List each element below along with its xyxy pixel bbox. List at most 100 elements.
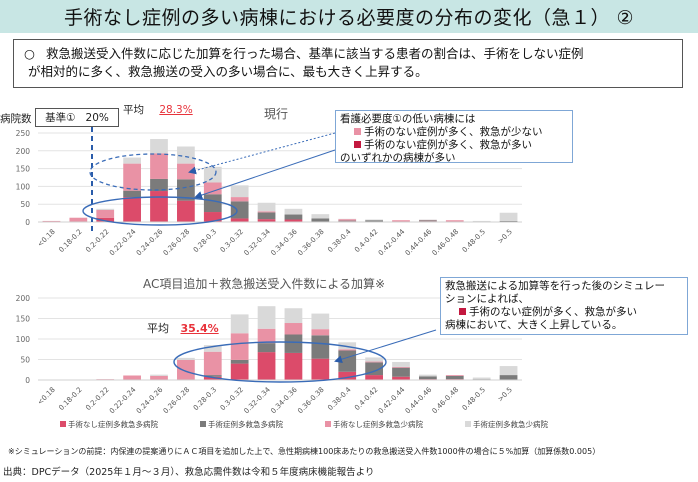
x-tick-label: >0.5 bbox=[496, 228, 514, 246]
bar-segment bbox=[257, 306, 276, 329]
bar-segment bbox=[123, 163, 141, 191]
x-tick-label: 0.38-0.4 bbox=[326, 227, 353, 254]
bar-segment bbox=[499, 220, 518, 222]
bar-segment bbox=[257, 352, 276, 380]
bar-segment bbox=[365, 362, 383, 376]
bar-segment bbox=[230, 314, 249, 334]
bar-segment bbox=[472, 379, 491, 380]
bar-segment bbox=[419, 374, 437, 377]
top-callout-item-2: 手術のない症例が多く、救急が多い bbox=[340, 139, 568, 152]
x-tick-label: 0.28-0.3 bbox=[192, 386, 218, 412]
legend-label: 手術なし症例多救急多病院 bbox=[68, 420, 158, 429]
bar-segment bbox=[203, 166, 222, 183]
x-tick-label: 0.18-0.2 bbox=[57, 386, 83, 412]
top-callout-item-1-text: 手術のない症例が多く、救急が少ない bbox=[364, 126, 543, 138]
bar-segment bbox=[472, 220, 491, 222]
bar-segment bbox=[311, 214, 330, 219]
x-tick-label: 0.32-0.34 bbox=[242, 385, 272, 415]
callout-arrow-bottom bbox=[334, 329, 437, 364]
summary-line-1: 救急搬送受入件数に応じた加算を行った場合、基準に該当する患者の割合は、手術をしな… bbox=[46, 46, 584, 61]
x-tick-label: 0.44-0.46 bbox=[404, 227, 434, 257]
x-tick-label: 0.46-0.48 bbox=[431, 228, 460, 257]
bar-segment bbox=[284, 214, 303, 220]
threshold-label: 基準① bbox=[45, 112, 76, 124]
x-tick-label: 0.18-0.2 bbox=[57, 228, 83, 254]
x-tick-label: 0.24-0.26 bbox=[135, 227, 165, 257]
bullet-icon: ○ bbox=[24, 46, 35, 61]
y-tick-label: 50 bbox=[20, 356, 30, 365]
highlight-ellipse-top bbox=[82, 196, 238, 226]
bar-segment bbox=[311, 358, 330, 380]
bar-segment bbox=[284, 308, 303, 324]
bar-segment bbox=[96, 217, 115, 222]
x-tick-label: 0.34-0.36 bbox=[269, 227, 299, 257]
bar-segment bbox=[150, 375, 168, 380]
bar-segment bbox=[230, 185, 249, 198]
x-tick-label: 0.48-0.5 bbox=[461, 386, 487, 412]
bar-segment bbox=[365, 219, 383, 221]
y-tick-label: 100 bbox=[16, 182, 31, 191]
y-tick-label: 250 bbox=[16, 129, 31, 138]
highlight-ellipse-bottom bbox=[173, 341, 387, 383]
bottom-avg: 平均 35.4% bbox=[147, 320, 219, 336]
bar-segment bbox=[419, 376, 437, 380]
x-tick-label: 0.3-0.32 bbox=[219, 386, 245, 412]
bar-segment bbox=[445, 379, 464, 380]
x-tick-label: 0.42-0.44 bbox=[377, 227, 407, 257]
bar-segment bbox=[284, 219, 303, 222]
bar-segment bbox=[69, 217, 88, 222]
x-tick-label: 0.42-0.44 bbox=[377, 385, 407, 415]
top-avg: 平均 28.3% bbox=[123, 102, 193, 117]
bar-segment bbox=[392, 376, 410, 380]
x-tick-label: 0.2-0.22 bbox=[84, 228, 110, 254]
bar-segment bbox=[203, 375, 222, 377]
page-title: 手術なし症例の多い病棟における必要度の分布の変化（急１） ② bbox=[63, 7, 635, 29]
bar-segment bbox=[284, 208, 303, 215]
red-square-icon bbox=[354, 141, 361, 148]
x-tick-label: 0.34-0.36 bbox=[269, 385, 299, 415]
bottom-callout-line-2: ションによれば、 bbox=[445, 293, 529, 305]
summary-line-2: が相対的に多く、救急搬送の受入の多い場合に、最も大きく上昇する。 bbox=[28, 64, 428, 79]
bar-segment bbox=[230, 363, 249, 380]
callout-arrow-solid bbox=[194, 149, 336, 199]
bar-segment bbox=[150, 153, 168, 179]
y-tick-label: 100 bbox=[16, 335, 31, 344]
x-tick-label: 0.48-0.5 bbox=[461, 228, 487, 254]
bottom-callout-item-1-text: 手術のない症例が多く、救急が多い bbox=[469, 306, 637, 318]
x-tick-label: 0.26-0.28 bbox=[162, 386, 191, 415]
bar-segment bbox=[311, 335, 330, 359]
bar-segment bbox=[284, 334, 303, 353]
y-tick-label: 0 bbox=[25, 376, 30, 385]
bar-segment bbox=[123, 157, 141, 164]
x-tick-label: 0.24-0.26 bbox=[135, 385, 165, 415]
x-tick-label: 0.36-0.38 bbox=[296, 386, 325, 415]
bar-segment bbox=[365, 220, 383, 222]
top-callout-item-2-text: 手術のない症例が多く、救急が多い bbox=[364, 139, 532, 151]
red-square-icon bbox=[459, 308, 466, 315]
bar-segment bbox=[203, 376, 222, 380]
bar-segment bbox=[338, 220, 357, 222]
bottom-callout-line-4: 病棟において、大きく上昇している。 bbox=[445, 319, 623, 331]
bar-segment bbox=[177, 163, 195, 180]
bar-segment bbox=[499, 212, 518, 221]
top-callout-line-4: のいずれかの病棟が多い bbox=[340, 152, 456, 164]
legend-label: 手術なし症例多救急少病院 bbox=[333, 420, 423, 429]
bar-segment bbox=[203, 212, 222, 222]
bar-segment bbox=[392, 367, 410, 377]
bar-segment bbox=[338, 371, 357, 380]
bar-segment bbox=[177, 359, 195, 380]
top-callout-line-1: 看護必要度①の低い病棟には bbox=[340, 113, 476, 125]
summary-box: ○ 救急搬送受入件数に応じた加算を行った場合、基準に該当する患者の割合は、手術をし… bbox=[13, 39, 683, 88]
dashed-highlight-ellipse bbox=[89, 153, 217, 191]
bar-segment bbox=[338, 350, 357, 372]
bar-segment bbox=[96, 209, 115, 218]
threshold-value: 20% bbox=[85, 111, 109, 124]
bar-segment bbox=[230, 197, 249, 202]
bar-segment bbox=[257, 202, 276, 212]
legend-swatch bbox=[465, 421, 471, 427]
legend-swatch bbox=[200, 421, 206, 427]
pink-square-icon bbox=[354, 128, 361, 135]
bar-segment bbox=[392, 366, 410, 368]
bar-segment bbox=[230, 359, 249, 364]
bar-segment bbox=[338, 219, 357, 221]
